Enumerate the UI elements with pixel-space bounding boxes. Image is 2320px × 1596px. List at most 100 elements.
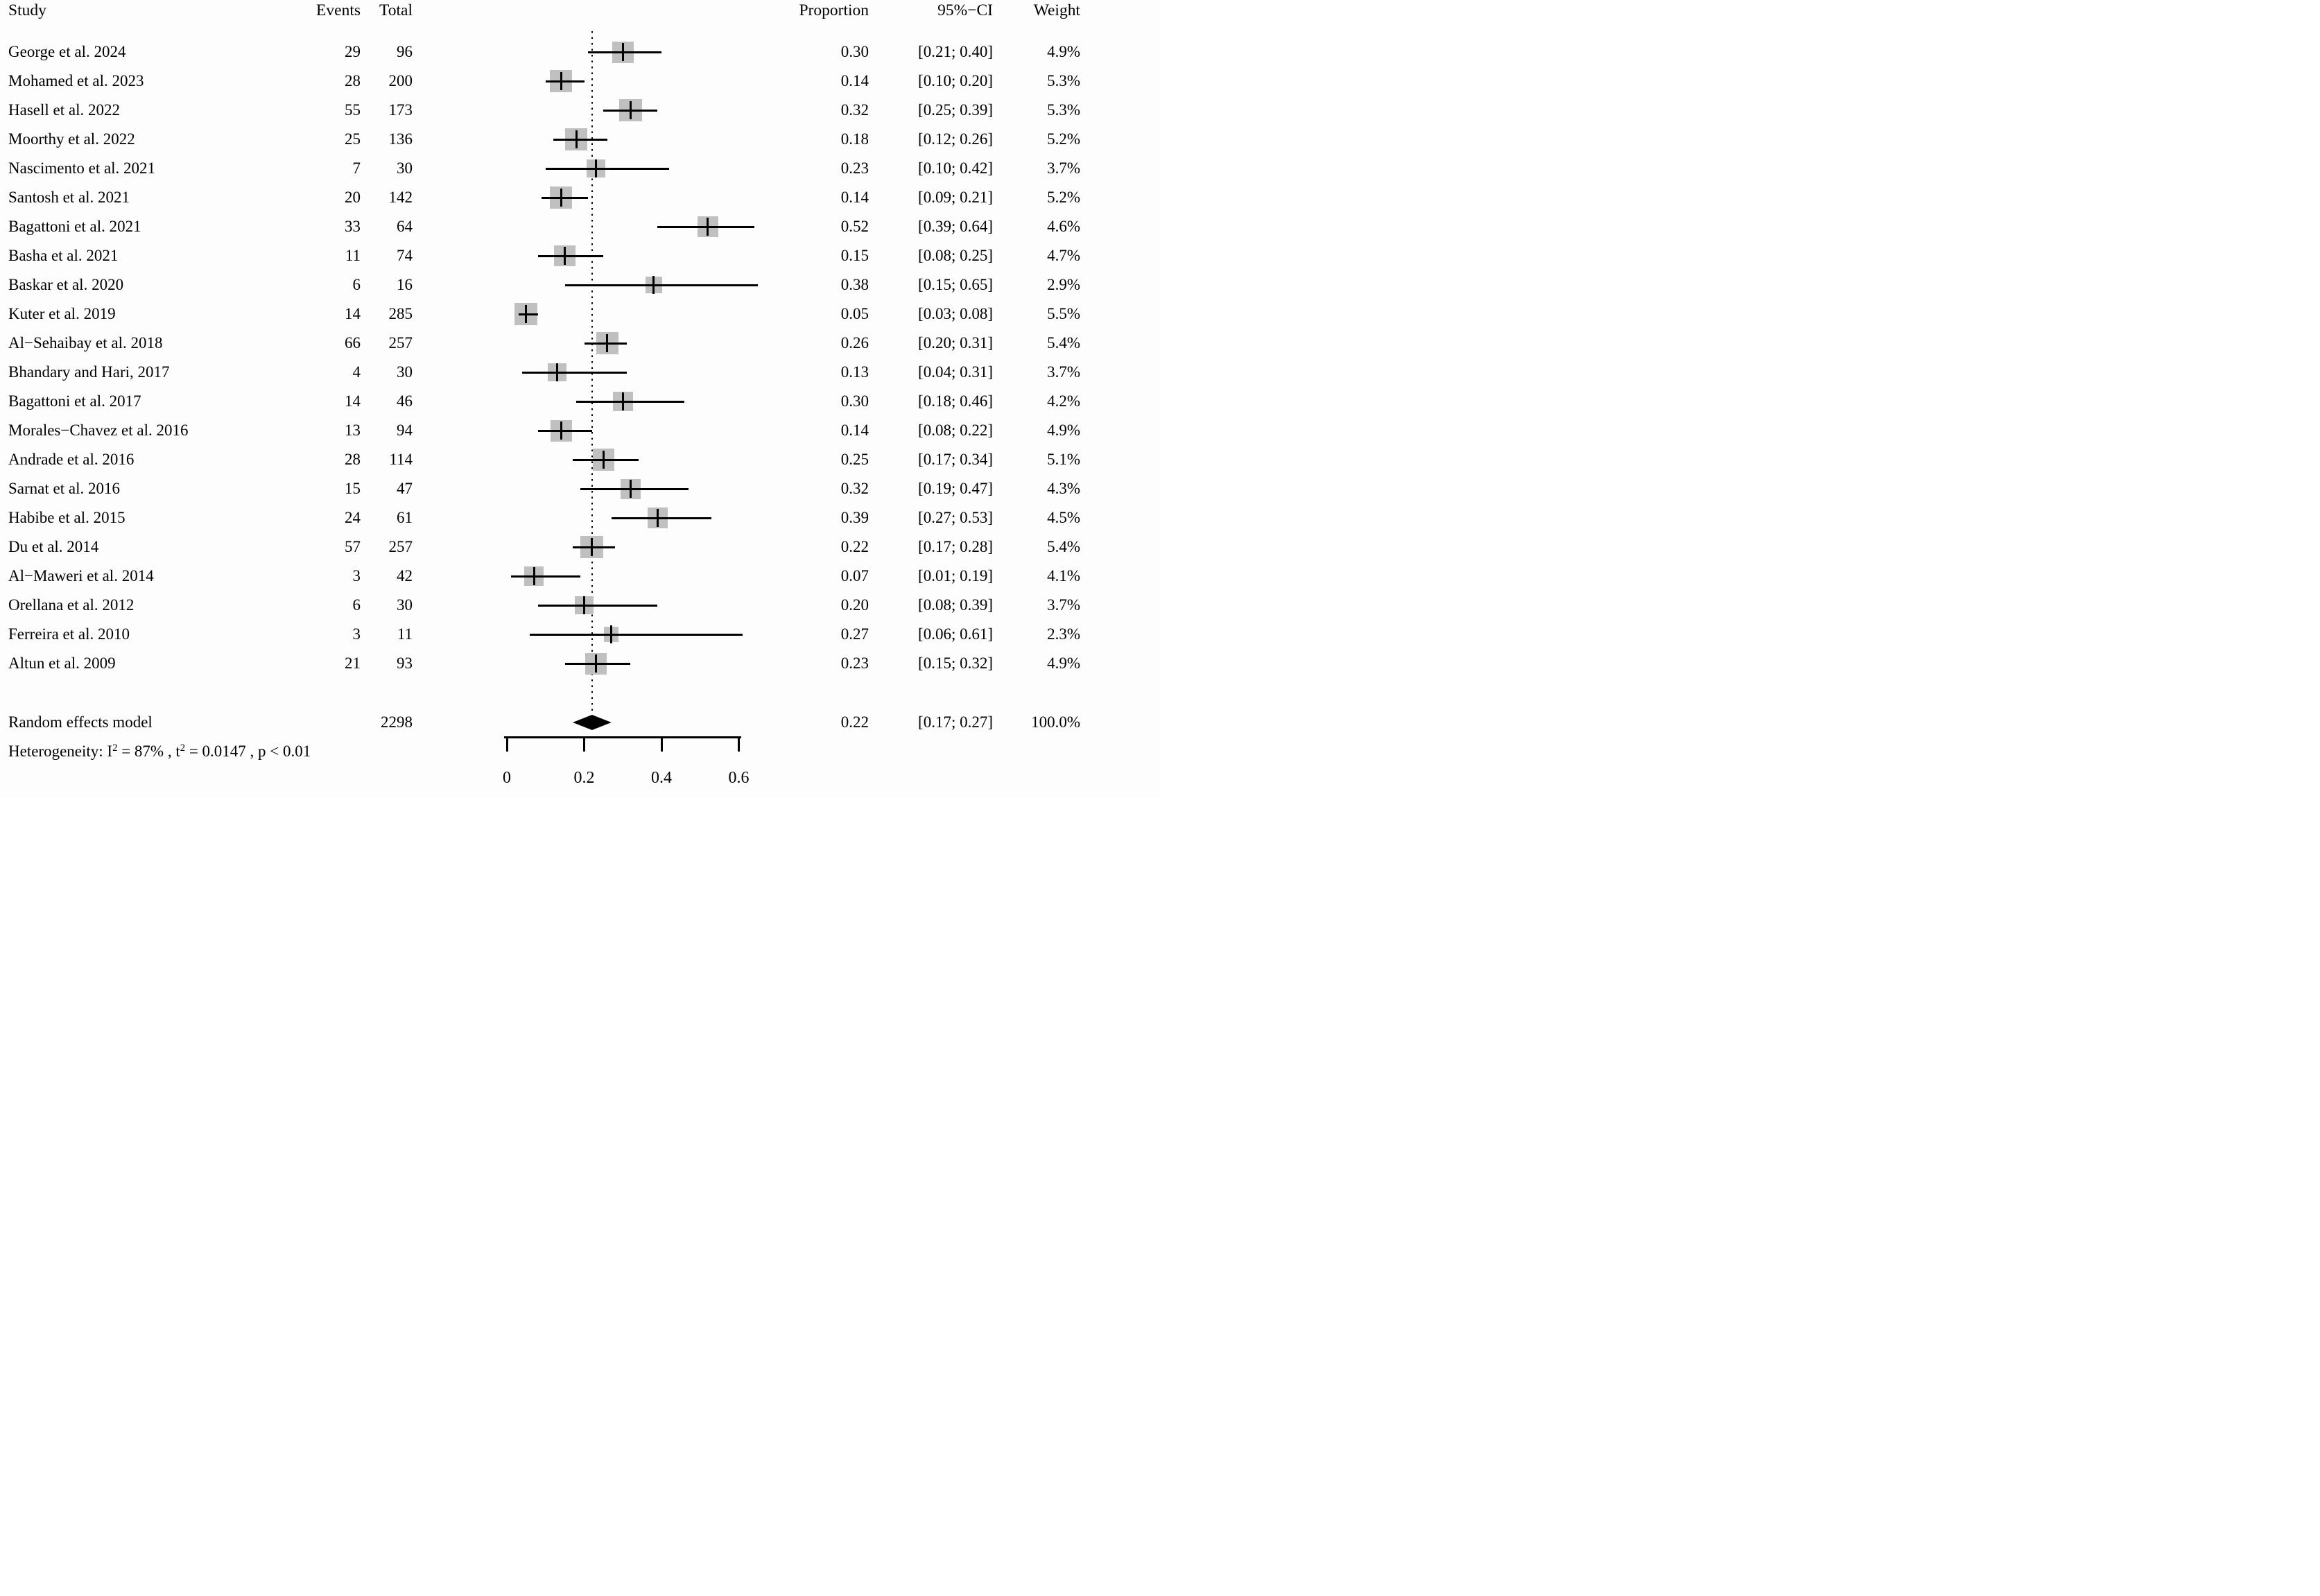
total-value: 142 xyxy=(388,189,413,207)
events-value: 20 xyxy=(345,189,361,207)
study-label: Sarnat et al. 2016 xyxy=(8,480,120,498)
total-value: 136 xyxy=(388,130,413,148)
col-header-study: Study xyxy=(8,1,46,19)
events-value: 33 xyxy=(345,218,361,236)
proportion-value: 0.22 xyxy=(840,538,869,556)
axis-tick xyxy=(583,736,585,752)
ci-value: [0.17; 0.28] xyxy=(918,538,993,556)
study-label: George et al. 2024 xyxy=(8,43,126,61)
total-value: 74 xyxy=(397,247,413,265)
study-label: Kuter et al. 2019 xyxy=(8,305,116,323)
estimate-tick xyxy=(594,654,597,673)
events-value: 25 xyxy=(345,130,361,148)
weight-value: 4.9% xyxy=(1047,43,1080,61)
weight-value: 4.9% xyxy=(1047,654,1080,673)
pooled-proportion: 0.22 xyxy=(840,713,869,731)
weight-value: 5.4% xyxy=(1047,334,1080,352)
total-value: 46 xyxy=(397,392,413,410)
weight-value: 5.4% xyxy=(1047,538,1080,556)
proportion-value: 0.15 xyxy=(840,247,869,265)
estimate-tick xyxy=(560,422,562,440)
study-label: Andrade et al. 2016 xyxy=(8,451,135,469)
study-label: Basha et al. 2021 xyxy=(8,247,119,265)
axis-tick-label: 0.2 xyxy=(573,769,595,787)
total-value: 285 xyxy=(388,305,413,323)
study-label: Du et al. 2014 xyxy=(8,538,99,556)
estimate-tick xyxy=(591,538,594,556)
total-value: 30 xyxy=(397,363,413,381)
study-label: Habibe et al. 2015 xyxy=(8,509,125,527)
estimate-tick xyxy=(652,276,655,294)
study-label: Al−Maweri et al. 2014 xyxy=(8,567,154,585)
weight-value: 5.2% xyxy=(1047,130,1080,148)
estimate-tick xyxy=(560,189,562,207)
events-value: 29 xyxy=(345,43,361,61)
ci-value: [0.27; 0.53] xyxy=(918,509,993,527)
total-value: 61 xyxy=(397,509,413,527)
estimate-tick xyxy=(621,43,624,61)
col-header-ci: 95%−CI xyxy=(937,1,993,19)
ci-line xyxy=(572,458,639,461)
ci-value: [0.21; 0.40] xyxy=(918,43,993,61)
col-header-total: Total xyxy=(379,1,413,19)
events-value: 28 xyxy=(345,72,361,90)
ci-line xyxy=(657,225,754,228)
proportion-value: 0.39 xyxy=(840,509,869,527)
proportion-value: 0.23 xyxy=(840,159,869,177)
ci-value: [0.03; 0.08] xyxy=(918,305,993,323)
weight-value: 5.1% xyxy=(1047,451,1080,469)
ci-value: [0.17; 0.34] xyxy=(918,451,993,469)
study-label: Moorthy et al. 2022 xyxy=(8,130,135,148)
col-header-weight: Weight xyxy=(1033,1,1080,19)
proportion-value: 0.32 xyxy=(840,480,869,498)
ci-value: [0.39; 0.64] xyxy=(918,218,993,236)
proportion-value: 0.18 xyxy=(840,130,869,148)
pooled-total: 2298 xyxy=(381,713,413,731)
proportion-value: 0.27 xyxy=(840,625,869,643)
estimate-tick xyxy=(621,392,624,410)
events-value: 7 xyxy=(352,159,361,177)
ci-line xyxy=(510,575,580,578)
estimate-tick xyxy=(606,334,609,352)
ci-value: [0.10; 0.42] xyxy=(918,159,993,177)
weight-value: 5.3% xyxy=(1047,72,1080,90)
ci-value: [0.25; 0.39] xyxy=(918,101,993,119)
weight-value: 5.5% xyxy=(1047,305,1080,323)
ci-value: [0.08; 0.39] xyxy=(918,596,993,614)
axis-line xyxy=(504,736,741,738)
pooled-diamond xyxy=(572,715,612,730)
events-value: 3 xyxy=(352,625,361,643)
axis-tick-label: 0.6 xyxy=(728,769,750,787)
total-value: 200 xyxy=(388,72,413,90)
estimate-tick xyxy=(602,451,605,469)
total-value: 114 xyxy=(389,451,413,469)
weight-value: 5.3% xyxy=(1047,101,1080,119)
total-value: 30 xyxy=(397,159,413,177)
ci-value: [0.01; 0.19] xyxy=(918,567,993,585)
estimate-tick xyxy=(575,130,578,148)
estimate-tick xyxy=(629,480,632,498)
proportion-value: 0.14 xyxy=(840,189,869,207)
study-label: Bhandary and Hari, 2017 xyxy=(8,363,170,381)
pooled-ci: [0.17; 0.27] xyxy=(918,713,993,731)
weight-value: 4.6% xyxy=(1047,218,1080,236)
estimate-tick xyxy=(555,363,558,381)
weight-value: 2.9% xyxy=(1047,276,1080,294)
proportion-value: 0.30 xyxy=(840,392,869,410)
weight-value: 4.7% xyxy=(1047,247,1080,265)
estimate-tick xyxy=(629,101,632,119)
events-value: 24 xyxy=(345,509,361,527)
ci-line xyxy=(518,313,538,315)
estimate-tick xyxy=(560,72,562,90)
events-value: 6 xyxy=(352,596,361,614)
events-value: 11 xyxy=(345,247,361,265)
ci-line xyxy=(564,662,631,665)
heterogeneity-superscript: 2 xyxy=(180,742,186,754)
proportion-value: 0.38 xyxy=(840,276,869,294)
estimate-tick xyxy=(564,247,566,265)
estimate-tick xyxy=(610,625,613,643)
ci-line xyxy=(584,342,627,345)
study-label: Mohamed et al. 2023 xyxy=(8,72,144,90)
estimate-tick xyxy=(533,567,535,585)
study-label: Santosh et al. 2021 xyxy=(8,189,130,207)
